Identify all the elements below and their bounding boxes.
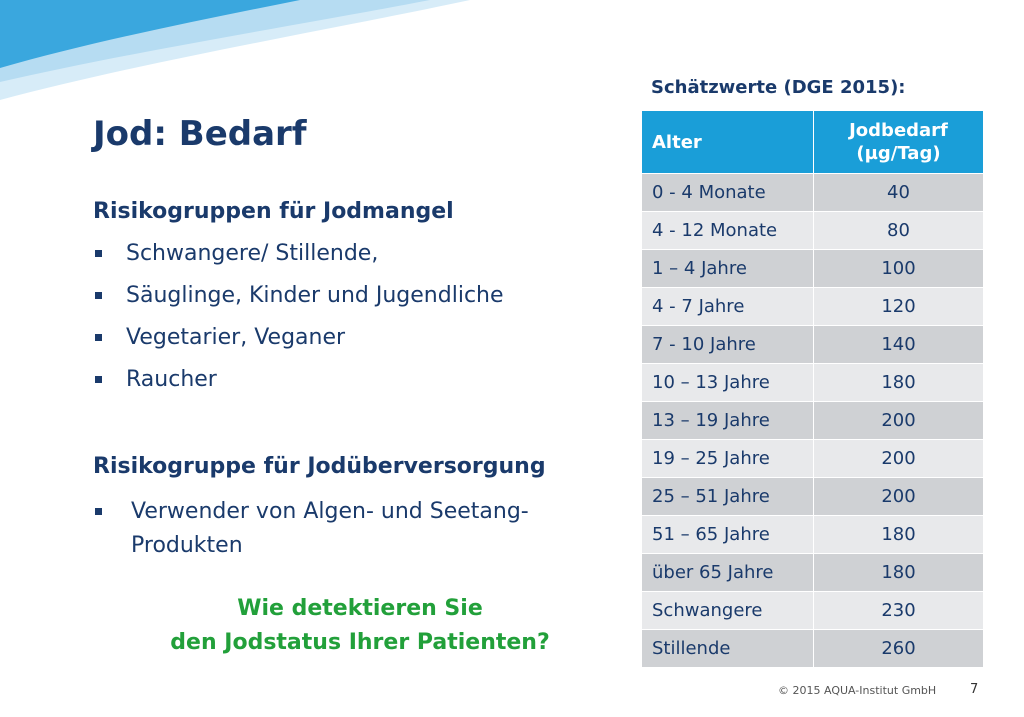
table-row: 7 - 10 Jahre 140 xyxy=(641,325,984,364)
requirement-cell: 260 xyxy=(813,629,984,668)
list-item: Säuglinge, Kinder und Jugendliche xyxy=(93,282,593,324)
requirement-cell: 100 xyxy=(813,249,984,288)
requirement-cell: 180 xyxy=(813,515,984,554)
table-row: 4 - 7 Jahre 120 xyxy=(641,287,984,326)
requirement-cell: 40 xyxy=(813,173,984,212)
patient-question: Wie detektieren Sie den Jodstatus Ihrer … xyxy=(170,596,550,655)
bullet-square-icon xyxy=(95,508,102,515)
copyright-footer: © 2015 AQUA-Institut GmbH xyxy=(778,684,937,697)
header-swoosh-decoration xyxy=(0,0,470,100)
list-item: Raucher xyxy=(93,366,593,408)
requirement-cell: 200 xyxy=(813,439,984,478)
iodine-requirement-table: Alter Jodbedarf (µg/Tag) 0 - 4 Monate 40 4… xyxy=(641,110,984,668)
oversupply-list: Verwender von Algen- und Seetang- Produkt… xyxy=(93,495,593,563)
age-cell: 4 - 7 Jahre xyxy=(641,287,814,326)
table-row: 4 - 12 Monate 80 xyxy=(641,211,984,250)
requirement-cell: 230 xyxy=(813,591,984,630)
age-cell: über 65 Jahre xyxy=(641,553,814,592)
bullet-square-icon xyxy=(95,334,102,341)
bullet-square-icon xyxy=(95,292,102,299)
age-cell: 4 - 12 Monate xyxy=(641,211,814,250)
requirement-cell: 180 xyxy=(813,363,984,402)
table-row: 19 – 25 Jahre 200 xyxy=(641,439,984,478)
oversupply-heading: Risikogruppe für Jodüberversorgung xyxy=(93,454,546,479)
table-row: 13 – 19 Jahre 200 xyxy=(641,401,984,440)
age-cell: Schwangere xyxy=(641,591,814,630)
requirement-cell: 120 xyxy=(813,287,984,326)
table-row: 0 - 4 Monate 40 xyxy=(641,173,984,212)
table-row: Schwangere 230 xyxy=(641,591,984,630)
age-cell: 10 – 13 Jahre xyxy=(641,363,814,402)
age-cell: Stillende xyxy=(641,629,814,668)
bullet-square-icon xyxy=(95,250,102,257)
age-cell: 13 – 19 Jahre xyxy=(641,401,814,440)
risk-groups-heading: Risikogruppen für Jodmangel xyxy=(93,199,454,224)
page-number: 7 xyxy=(970,682,979,697)
column-header-age: Alter xyxy=(641,110,814,174)
list-item: Schwangere/ Stillende, xyxy=(93,240,593,282)
age-cell: 51 – 65 Jahre xyxy=(641,515,814,554)
table-row: über 65 Jahre 180 xyxy=(641,553,984,592)
table-row: 25 – 51 Jahre 200 xyxy=(641,477,984,516)
age-cell: 25 – 51 Jahre xyxy=(641,477,814,516)
requirement-cell: 140 xyxy=(813,325,984,364)
bullet-square-icon xyxy=(95,376,102,383)
list-item: Verwender von Algen- und Seetang- Produkt… xyxy=(93,495,593,563)
table-row: 51 – 65 Jahre 180 xyxy=(641,515,984,554)
table-row: Stillende 260 xyxy=(641,629,984,668)
age-cell: 19 – 25 Jahre xyxy=(641,439,814,478)
requirement-cell: 200 xyxy=(813,401,984,440)
table-body: 0 - 4 Monate 40 4 - 12 Monate 80 1 – 4 Jahre… xyxy=(641,173,984,668)
slide-title: Jod: Bedarf xyxy=(93,114,307,154)
risk-groups-list: Schwangere/ Stillende, Säuglinge, Kinder… xyxy=(93,240,593,408)
requirement-cell: 80 xyxy=(813,211,984,250)
column-header-requirement: Jodbedarf (µg/Tag) xyxy=(813,110,984,174)
age-cell: 0 - 4 Monate xyxy=(641,173,814,212)
age-cell: 7 - 10 Jahre xyxy=(641,325,814,364)
table-header-row: Alter Jodbedarf (µg/Tag) xyxy=(641,110,984,174)
requirement-cell: 200 xyxy=(813,477,984,516)
table-row: 10 – 13 Jahre 180 xyxy=(641,363,984,402)
requirement-cell: 180 xyxy=(813,553,984,592)
table-title: Schätzwerte (DGE 2015): xyxy=(651,77,906,98)
table-row: 1 – 4 Jahre 100 xyxy=(641,249,984,288)
list-item: Vegetarier, Veganer xyxy=(93,324,593,366)
age-cell: 1 – 4 Jahre xyxy=(641,249,814,288)
